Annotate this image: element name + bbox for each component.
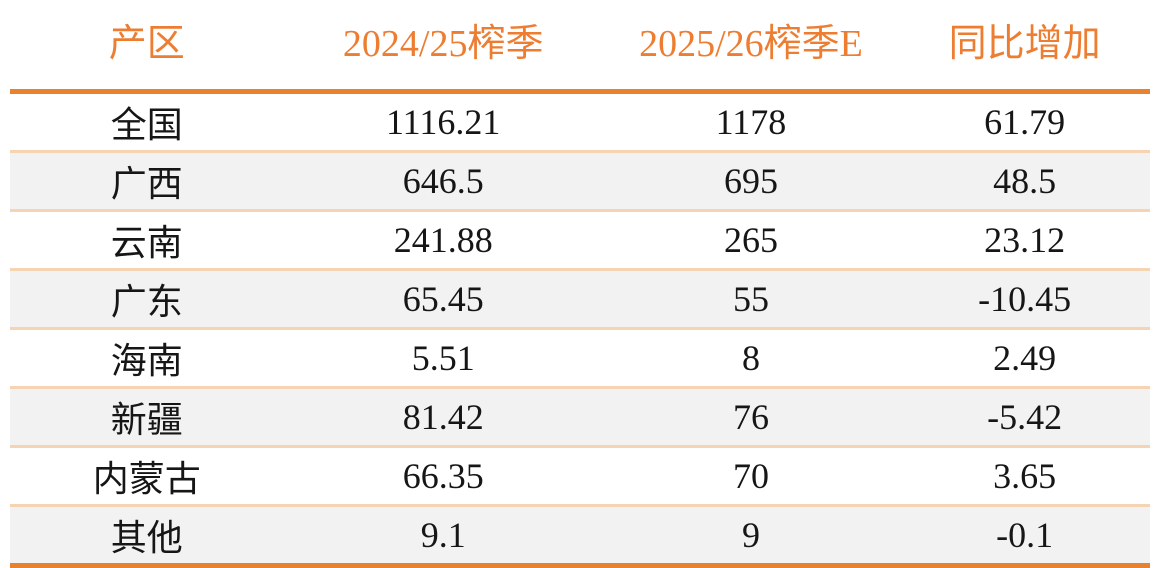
season-2024-25-cell: 9.1: [283, 504, 603, 568]
col-header-region: 产区: [10, 0, 284, 94]
season-2024-25-cell: 65.45: [283, 268, 603, 329]
table-row: 全国 1116.21 1178 61.79: [10, 92, 1150, 152]
col-header-season-2025-26: 2025/26榨季E: [602, 0, 900, 94]
season-2024-25-cell: 5.51: [283, 327, 603, 388]
season-2025-26-cell: 695: [602, 150, 900, 211]
region-cell: 云南: [10, 209, 284, 270]
season-2024-25-cell: 81.42: [283, 386, 603, 447]
yoy-increase-cell: -5.42: [899, 386, 1150, 447]
table-row: 广东 65.45 55 -10.45: [10, 268, 1150, 329]
region-cell: 广东: [10, 268, 284, 329]
season-2025-26-cell: 265: [602, 209, 900, 270]
table-row: 云南 241.88 265 23.12: [10, 209, 1150, 270]
production-table-container: 产区 2024/25榨季 2025/26榨季E 同比增加 全国 1116.21 11…: [10, 0, 1150, 568]
table-row: 广西 646.5 695 48.5: [10, 150, 1150, 211]
table-row: 新疆 81.42 76 -5.42: [10, 386, 1150, 447]
table-row: 其他 9.1 9 -0.1: [10, 504, 1150, 568]
production-table: 产区 2024/25榨季 2025/26榨季E 同比增加 全国 1116.21 11…: [10, 0, 1150, 568]
season-2024-25-cell: 1116.21: [386, 102, 501, 142]
yoy-increase-cell: 23.12: [899, 209, 1150, 270]
season-2024-25-cell: 241.88: [283, 209, 603, 270]
table-row: 内蒙古 66.35 70 3.65: [10, 445, 1150, 506]
region-cell: 内蒙古: [10, 445, 284, 506]
region-cell: 全国: [110, 105, 183, 145]
region-cell: 海南: [10, 327, 284, 388]
season-2024-25-cell: 646.5: [283, 150, 603, 211]
season-2025-26-cell: 76: [602, 386, 900, 447]
season-2025-26-cell: 70: [602, 445, 900, 506]
yoy-increase-cell: 61.79: [984, 102, 1066, 142]
yoy-increase-cell: -10.45: [899, 268, 1150, 329]
region-cell: 广西: [10, 150, 284, 211]
header-row: 产区 2024/25榨季 2025/26榨季E 同比增加: [10, 0, 1150, 94]
table-body: 全国 1116.21 1178 61.79 广西 646.5 695 48.5 云南 241.88…: [10, 92, 1150, 568]
yoy-increase-cell: 2.49: [899, 327, 1150, 388]
season-2025-26-cell: 1178: [715, 102, 787, 142]
col-header-yoy-increase: 同比增加: [899, 0, 1150, 94]
yoy-increase-cell: -0.1: [899, 504, 1150, 568]
season-2024-25-cell: 66.35: [283, 445, 603, 506]
col-header-season-2024-25: 2024/25榨季: [283, 0, 603, 94]
season-2025-26-cell: 8: [602, 327, 900, 388]
season-2025-26-cell: 55: [602, 268, 900, 329]
yoy-increase-cell: 48.5: [899, 150, 1150, 211]
table-header: 产区 2024/25榨季 2025/26榨季E 同比增加: [10, 0, 1150, 94]
yoy-increase-cell: 3.65: [899, 445, 1150, 506]
region-cell: 其他: [10, 504, 284, 568]
table-row: 海南 5.51 8 2.49: [10, 327, 1150, 388]
region-cell: 新疆: [10, 386, 284, 447]
season-2025-26-cell: 9: [602, 504, 900, 568]
